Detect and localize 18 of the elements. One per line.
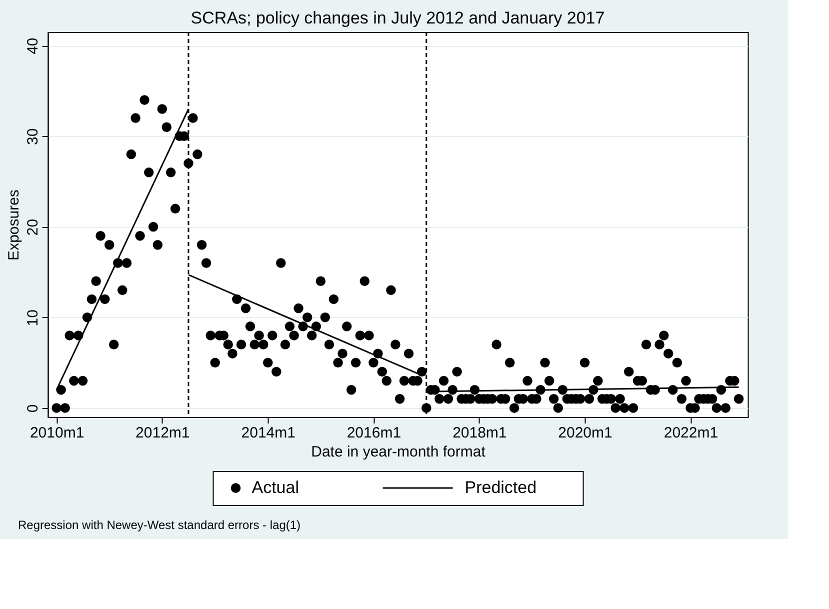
legend-label: Predicted <box>464 478 537 497</box>
x-axis-title: Date in year-month format <box>311 444 486 460</box>
x-tick-label: 2014m1 <box>241 424 296 442</box>
y-tick-label: 10 <box>24 310 42 326</box>
text: Regression with Newey-West standard errors - lag(1) <box>18 518 301 532</box>
x-tick-label: 2018m1 <box>452 424 507 442</box>
x-tick-label: 2016m1 <box>346 424 402 442</box>
y-tick-label: 20 <box>24 218 42 236</box>
legend-label: Actual <box>252 478 299 497</box>
y-tick-label: 0 <box>24 404 42 413</box>
y-axis-title: Exposures <box>5 190 22 260</box>
x-tick-label: 2012m1 <box>136 424 190 442</box>
x-tick-label: 2010m1 <box>30 424 84 442</box>
y-tick-label: 40 <box>24 38 42 54</box>
chart-title: SCRAs; policy changes in July 2012 and January 2017 <box>190 8 605 28</box>
y-tick-label: 30 <box>24 128 42 146</box>
x-tick-label: 2020m1 <box>558 424 612 442</box>
x-tick-label: 2022m1 <box>664 424 718 442</box>
